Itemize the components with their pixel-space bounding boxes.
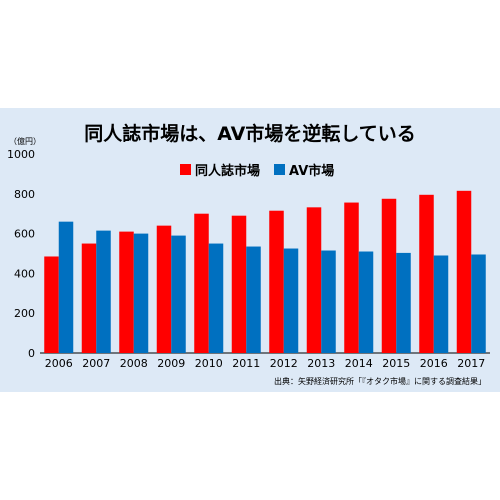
y-tick-label: 400 [14, 267, 35, 280]
y-tick-label: 0 [28, 347, 35, 360]
x-tick-label: 2017 [457, 357, 485, 370]
x-tick-label: 2014 [345, 357, 373, 370]
legend-label-av: AV市場 [289, 163, 335, 179]
x-tick-label: 2011 [232, 357, 260, 370]
x-tick-label: 2016 [420, 357, 448, 370]
bar-av [433, 255, 449, 353]
x-tick-label: 2012 [270, 357, 298, 370]
x-tick-label: 2007 [82, 357, 110, 370]
bar-doujinshi [344, 202, 359, 353]
bar-av [358, 251, 374, 353]
chart-legend: 同人誌市場 AV市場 [180, 160, 342, 179]
legend-item-av: AV市場 [274, 160, 334, 179]
y-tick-label: 800 [14, 188, 35, 201]
bar-av [246, 246, 261, 353]
bar-doujinshi [231, 215, 247, 353]
x-tick-label: 2009 [157, 357, 185, 370]
bar-doujinshi [381, 198, 397, 353]
bar-av [171, 235, 186, 353]
bar-doujinshi [156, 225, 172, 353]
x-tick-label: 2006 [45, 357, 73, 370]
y-tick-label: 200 [14, 307, 35, 320]
bar-doujinshi [81, 243, 97, 353]
legend-item-doujinshi: 同人誌市場 [180, 160, 260, 179]
bar-doujinshi [44, 256, 59, 353]
bar-doujinshi [306, 207, 322, 353]
bar-doujinshi [269, 210, 284, 353]
x-tick-label: 2010 [195, 357, 223, 370]
y-tick-label: 600 [14, 228, 35, 241]
y-tick-label: 1000 [7, 148, 35, 161]
x-tick-label: 2008 [120, 357, 148, 370]
bar-doujinshi [119, 231, 134, 353]
bar-doujinshi [194, 213, 209, 353]
bars [44, 190, 486, 353]
legend-label-doujinshi: 同人誌市場 [195, 163, 261, 179]
bar-av [208, 243, 224, 353]
chart-title: 同人誌市場は、AV市場を逆転している [84, 123, 416, 145]
bar-av [58, 221, 74, 353]
tick-labels: 0 200 400 600 800 1000 2006 2007 2008 2009 2010 201… [7, 148, 485, 370]
source-note: 出典：矢野経済研究所「『オタク市場』に関する調査結果」 [274, 377, 486, 386]
bar-av [283, 248, 299, 353]
bar-av [396, 252, 411, 353]
bar-av [471, 254, 486, 353]
legend-swatch-doujinshi [180, 163, 191, 175]
legend-swatch-av [274, 163, 286, 175]
bar-av [96, 230, 111, 353]
x-tick-label: 2015 [382, 357, 410, 370]
x-tick-label: 2013 [307, 357, 335, 370]
bar-av [321, 250, 336, 353]
y-axis-unit-label: （億円） [9, 137, 41, 146]
bar-av [133, 233, 149, 353]
bar-doujinshi [419, 194, 434, 353]
bar-doujinshi [456, 190, 472, 353]
